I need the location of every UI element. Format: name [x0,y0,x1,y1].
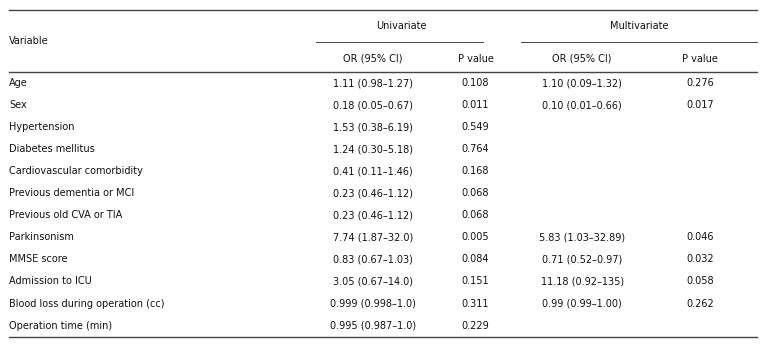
Text: 0.23 (0.46–1.12): 0.23 (0.46–1.12) [333,188,413,198]
Text: 0.83 (0.67–1.03): 0.83 (0.67–1.03) [333,254,412,264]
Text: 0.068: 0.068 [462,210,489,220]
Text: Multivariate: Multivariate [610,21,668,31]
Text: Variable: Variable [9,36,49,46]
Text: 0.017: 0.017 [686,100,714,110]
Text: 0.005: 0.005 [462,232,489,243]
Text: 0.032: 0.032 [686,254,714,264]
Text: Admission to ICU: Admission to ICU [9,277,92,287]
Text: 0.229: 0.229 [462,321,489,331]
Text: 0.011: 0.011 [462,100,489,110]
Text: 0.058: 0.058 [686,277,714,287]
Text: 0.108: 0.108 [462,78,489,88]
Text: Diabetes mellitus: Diabetes mellitus [9,144,95,154]
Text: 0.764: 0.764 [462,144,489,154]
Text: 0.311: 0.311 [462,298,489,308]
Text: 0.046: 0.046 [686,232,714,243]
Text: 0.999 (0.998–1.0): 0.999 (0.998–1.0) [330,298,416,308]
Text: Univariate: Univariate [376,21,427,31]
Text: 0.262: 0.262 [686,298,714,308]
Text: 0.068: 0.068 [462,188,489,198]
Text: Parkinsonism: Parkinsonism [9,232,74,243]
Text: 7.74 (1.87–32.0): 7.74 (1.87–32.0) [333,232,413,243]
Text: Hypertension: Hypertension [9,122,75,132]
Text: 0.71 (0.52–0.97): 0.71 (0.52–0.97) [542,254,622,264]
Text: 0.084: 0.084 [462,254,489,264]
Text: 0.151: 0.151 [462,277,489,287]
Text: 0.23 (0.46–1.12): 0.23 (0.46–1.12) [333,210,413,220]
Text: 1.53 (0.38–6.19): 1.53 (0.38–6.19) [333,122,412,132]
Text: Blood loss during operation (cc): Blood loss during operation (cc) [9,298,164,308]
Text: 5.83 (1.03–32.89): 5.83 (1.03–32.89) [539,232,626,243]
Text: 0.10 (0.01–0.66): 0.10 (0.01–0.66) [543,100,622,110]
Text: 1.11 (0.98–1.27): 1.11 (0.98–1.27) [333,78,413,88]
Text: 0.995 (0.987–1.0): 0.995 (0.987–1.0) [330,321,416,331]
Text: Previous dementia or MCI: Previous dementia or MCI [9,188,135,198]
Text: P value: P value [682,54,718,64]
Text: Previous old CVA or TIA: Previous old CVA or TIA [9,210,123,220]
Text: 1.24 (0.30–5.18): 1.24 (0.30–5.18) [333,144,413,154]
Text: MMSE score: MMSE score [9,254,68,264]
Text: Sex: Sex [9,100,27,110]
Text: 0.276: 0.276 [686,78,714,88]
Text: OR (95% CI): OR (95% CI) [343,54,403,64]
Text: P value: P value [457,54,494,64]
Text: OR (95% CI): OR (95% CI) [552,54,612,64]
Text: 0.168: 0.168 [462,166,489,176]
Text: 0.18 (0.05–0.67): 0.18 (0.05–0.67) [333,100,413,110]
Text: 0.549: 0.549 [462,122,489,132]
Text: 0.41 (0.11–1.46): 0.41 (0.11–1.46) [333,166,412,176]
Text: Operation time (min): Operation time (min) [9,321,113,331]
Text: 3.05 (0.67–14.0): 3.05 (0.67–14.0) [333,277,413,287]
Text: 0.99 (0.99–1.00): 0.99 (0.99–1.00) [543,298,622,308]
Text: Cardiovascular comorbidity: Cardiovascular comorbidity [9,166,143,176]
Text: 11.18 (0.92–135): 11.18 (0.92–135) [540,277,624,287]
Text: 1.10 (0.09–1.32): 1.10 (0.09–1.32) [543,78,622,88]
Text: Age: Age [9,78,28,88]
